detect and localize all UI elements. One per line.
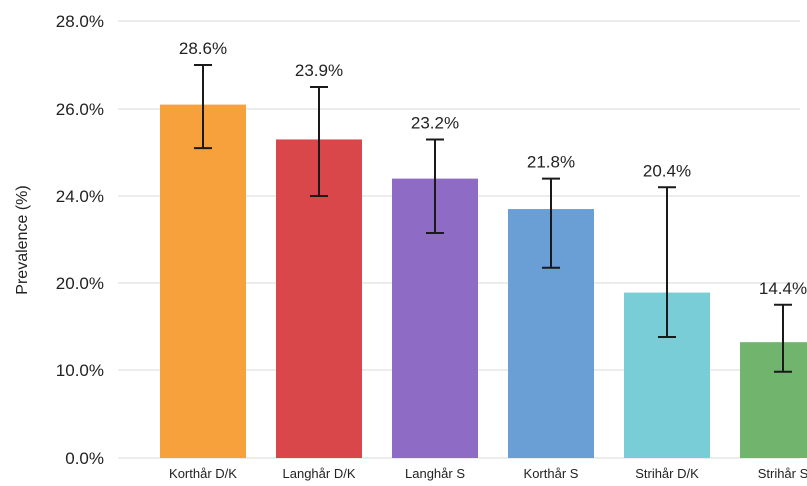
x-tick-label: Langhår S: [405, 466, 465, 481]
data-labels: 28.6% 23.9% 23.2% 21.8% 20.4% 14.4%: [179, 39, 807, 298]
error-bar: [426, 138, 444, 234]
bars: [160, 104, 807, 458]
data-label: 20.4%: [643, 161, 691, 180]
error-bar: [542, 177, 560, 269]
data-label: 23.2%: [411, 113, 459, 132]
x-tick-label: Strihår D/K: [635, 466, 699, 481]
y-tick-label: 24.0%: [56, 187, 104, 206]
y-tick-label: 26.0%: [56, 100, 104, 119]
error-bar: [194, 64, 212, 150]
x-axis-labels: Korthår D/K Langhår D/K Langhår S Korthår S…: [169, 466, 807, 481]
data-label: 28.6%: [179, 39, 227, 58]
x-tick-label: Strihår S: [758, 466, 807, 481]
data-label: 21.8%: [527, 153, 575, 172]
error-bar: [774, 303, 792, 373]
y-tick-label: 20.0%: [56, 274, 104, 293]
error-bars: [194, 64, 792, 373]
y-axis-ticks: 0.0% 10.0% 20.0% 24.0% 26.0% 28.0%: [56, 12, 104, 468]
x-tick-label: Korthår S: [524, 466, 579, 481]
data-label: 23.9%: [295, 61, 343, 80]
bar: [740, 342, 807, 458]
error-bar: [310, 86, 328, 197]
y-tick-label: 0.0%: [65, 449, 104, 468]
bar: [160, 104, 246, 458]
y-tick-label: 10.0%: [56, 361, 104, 380]
data-label: 14.4%: [759, 279, 807, 298]
x-tick-label: Langhår D/K: [283, 466, 356, 481]
x-tick-label: Korthår D/K: [169, 466, 237, 481]
y-tick-label: 28.0%: [56, 12, 104, 31]
error-bar: [658, 186, 676, 338]
y-axis-title: Prevalence (%): [14, 185, 31, 294]
